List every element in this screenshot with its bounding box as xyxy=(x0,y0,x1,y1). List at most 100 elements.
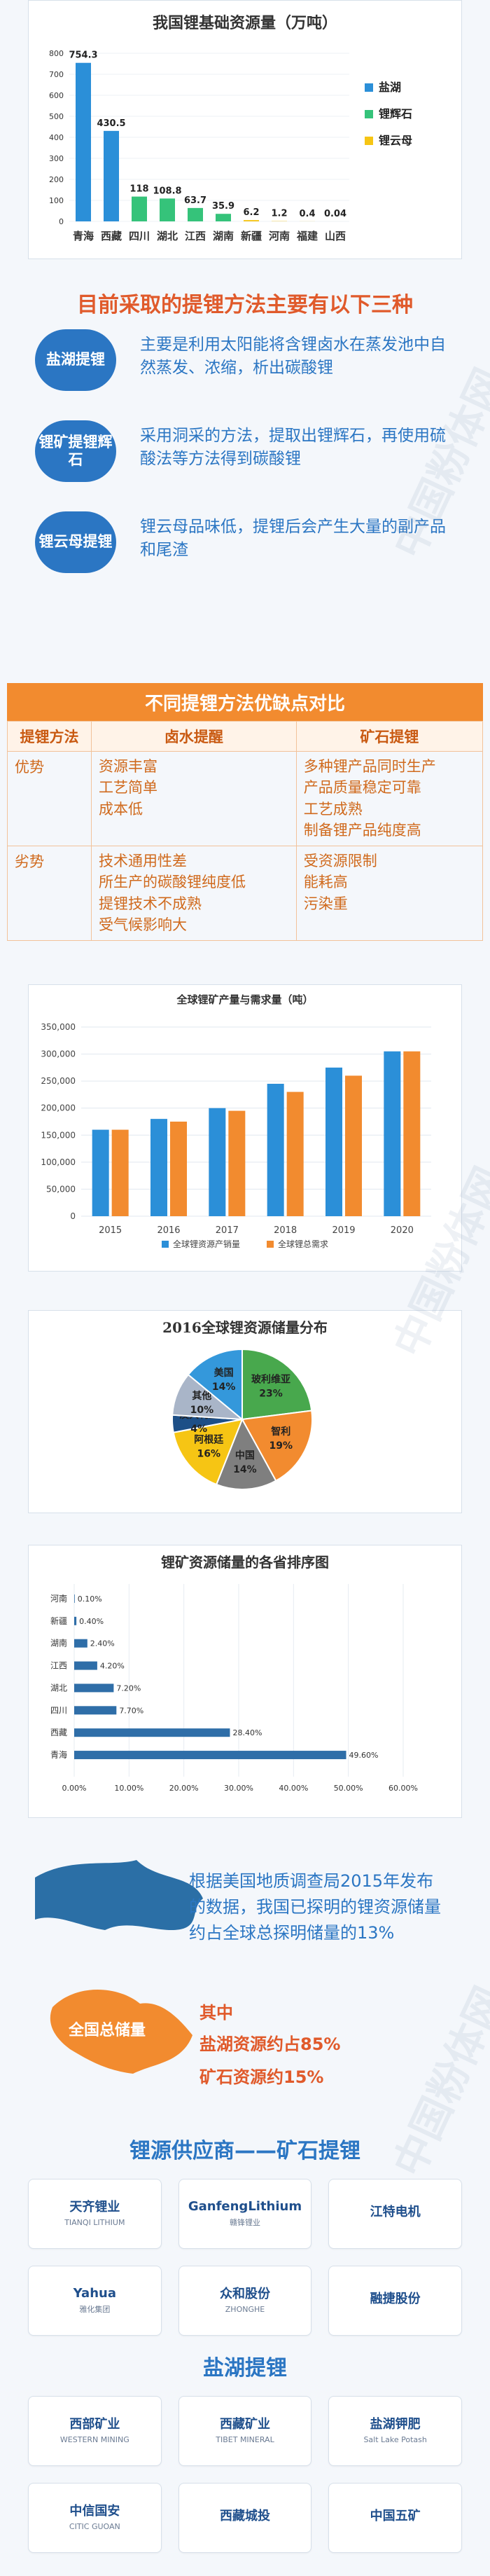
comparison-table: 不同提锂方法优缺点对比 提锂方法 卤水提醒 矿石提锂 优势 资源丰富 工艺简单 … xyxy=(7,683,484,941)
y-tick-label: 500 xyxy=(49,112,64,121)
logo-main: 西藏矿业 xyxy=(219,2417,270,2432)
logo-main: 西部矿业 xyxy=(69,2417,120,2432)
data-label: 7.70% xyxy=(119,1706,144,1715)
legend-label: 全球锂总需求 xyxy=(278,1239,328,1249)
table-cell-text: 产品质量稳定可靠 xyxy=(303,779,421,797)
production-chart-title: 全球锂矿产量与需求量（吨） xyxy=(176,993,314,1006)
reserve-chart: 0 100 200 300 400 500 600 700 800 青海 西藏 四川 湖北 江西 湖南 新疆河… xyxy=(49,49,412,242)
pie-value: 19% xyxy=(269,1440,293,1452)
y-tick-label: 0 xyxy=(70,1211,76,1221)
bar xyxy=(74,1639,88,1648)
y-tick-label: 湖南 xyxy=(50,1638,67,1648)
y-tick-label: 新疆 xyxy=(50,1616,67,1626)
data-label: 63.7 xyxy=(184,195,206,206)
bar xyxy=(286,1091,304,1216)
x-tick-label: 2017 xyxy=(216,1225,239,1236)
row-label: 劣势 xyxy=(7,845,92,941)
production-chart-panel: 全球锂矿产量与需求量（吨） 0 50,000 100,000 150,000 200,0… xyxy=(28,984,462,1272)
table-cell-text: 成本低 xyxy=(99,800,143,818)
pie-slice xyxy=(187,1348,243,1421)
bar xyxy=(326,1067,342,1216)
table-cell-text: 受气候影响大 xyxy=(99,916,187,934)
map-graphics: 全国总储量 xyxy=(35,1860,203,2074)
logo-main: 盐湖钾肥 xyxy=(370,2417,421,2432)
method-bubble: 锂矿提锂辉石 xyxy=(35,420,116,482)
logo-sub: TIBET MINERAL xyxy=(216,2434,274,2444)
logo-main: GanfengLithium xyxy=(188,2198,302,2214)
logo-card: 中信国安 CITIC GUOAN xyxy=(28,2483,162,2553)
bar xyxy=(74,1683,114,1693)
y-tick-label: 西藏 xyxy=(50,1728,67,1737)
data-label: 430.5 xyxy=(97,118,125,129)
map-section: 全国总储量 根据美国地质调查局2015年发布的数据，我国已探明的锂资源储量约占全… xyxy=(28,1860,462,2112)
comparison-grid: 提锂方法 卤水提醒 矿石提锂 优势 资源丰富 工艺简单 成本低 多种锂产品同时生… xyxy=(7,721,484,941)
x-tick-label: 30.00% xyxy=(224,1784,253,1793)
bar xyxy=(150,1119,167,1216)
y-tick-label: 四川 xyxy=(50,1705,67,1715)
table-cell-text: 制备锂产品纯度高 xyxy=(303,822,421,839)
x-tick-label: 60.00% xyxy=(388,1784,418,1793)
logo-sub: WESTERN MINING xyxy=(59,2434,130,2444)
bar xyxy=(244,220,259,221)
y-tick-label: 300 xyxy=(49,154,64,163)
legend-swatch xyxy=(267,1241,274,1248)
bar xyxy=(384,1051,401,1216)
pie-slice xyxy=(172,1418,244,1486)
data-label: 7.20% xyxy=(116,1683,141,1693)
data-label: 1.2 xyxy=(271,209,287,219)
x-tick-label: 2016 xyxy=(157,1225,180,1236)
logo-sub: TIANQI LITHIUM xyxy=(64,2217,125,2227)
bar xyxy=(76,62,91,222)
data-label: 0.10% xyxy=(78,1594,102,1604)
logo-main: 融捷股份 xyxy=(370,2291,421,2306)
x-tick-label: 2018 xyxy=(274,1225,297,1236)
logo-card: 西藏城投 xyxy=(178,2483,312,2553)
logo-card: 天齐锂业 TIANQI LITHIUM xyxy=(28,2179,162,2249)
bar xyxy=(74,1594,75,1603)
bar xyxy=(74,1728,230,1737)
data-label: 4.20% xyxy=(100,1662,125,1671)
row-label: 优势 xyxy=(7,751,92,846)
y-tick-label: 800 xyxy=(49,49,64,58)
data-label: 0.4 xyxy=(299,209,315,219)
table-cell-text: 多种锂产品同时生产 xyxy=(303,758,436,775)
bar xyxy=(209,1108,226,1216)
y-tick-label: 河南 xyxy=(50,1593,67,1604)
comparison-title: 不同提锂方法优缺点对比 xyxy=(7,683,483,721)
methods-section-title: 目前采取的提锂方法主要有以下三种 xyxy=(77,293,413,317)
logo-card: 众和股份 ZHONGHE xyxy=(178,2266,312,2336)
pie-label: 其他 xyxy=(192,1390,211,1402)
x-tick-label: 西藏 xyxy=(101,230,122,242)
logo-sub: ZHONGHE xyxy=(225,2304,265,2314)
pie-label: 美国 xyxy=(214,1367,234,1379)
pie-slice xyxy=(241,1410,313,1482)
y-tick-label: 250,000 xyxy=(41,1076,76,1086)
data-label: 28.40% xyxy=(232,1728,262,1737)
legend-swatch xyxy=(365,110,373,118)
logo-card: Yahua 雅化集团 xyxy=(28,2266,162,2336)
among-label: 其中 xyxy=(200,2003,233,2023)
bar xyxy=(74,1616,77,1625)
x-tick-label: 0.00% xyxy=(62,1784,87,1793)
world-map-icon xyxy=(35,1860,203,1930)
data-label: 35.9 xyxy=(212,201,234,212)
salt-share: 盐湖资源约占85% xyxy=(200,2034,341,2054)
y-tick-label: 400 xyxy=(49,133,64,142)
logo-sub: Salt Lake Potash xyxy=(363,2434,427,2444)
legend-swatch xyxy=(365,137,373,145)
y-tick-label: 300,000 xyxy=(41,1049,76,1059)
x-tick-label: 湖南 xyxy=(213,230,234,242)
logo-card: 融捷股份 xyxy=(328,2266,462,2336)
production-chart: 0 50,000 100,000 150,000 200,000 250,000 300,0… xyxy=(41,1022,431,1249)
data-label: 6.2 xyxy=(243,207,259,218)
x-tick-label: 江西 xyxy=(185,230,206,242)
bar xyxy=(74,1661,97,1670)
logo-card: 盐湖钾肥 Salt Lake Potash xyxy=(328,2396,462,2466)
y-tick-label: 50,000 xyxy=(46,1184,76,1194)
bar xyxy=(111,1129,129,1216)
x-tick-label: 湖北 xyxy=(157,230,178,242)
x-tick-label: 2020 xyxy=(391,1225,414,1236)
table-cell-text: 工艺成熟 xyxy=(303,800,363,818)
x-tick-label: 山西 xyxy=(325,230,346,242)
